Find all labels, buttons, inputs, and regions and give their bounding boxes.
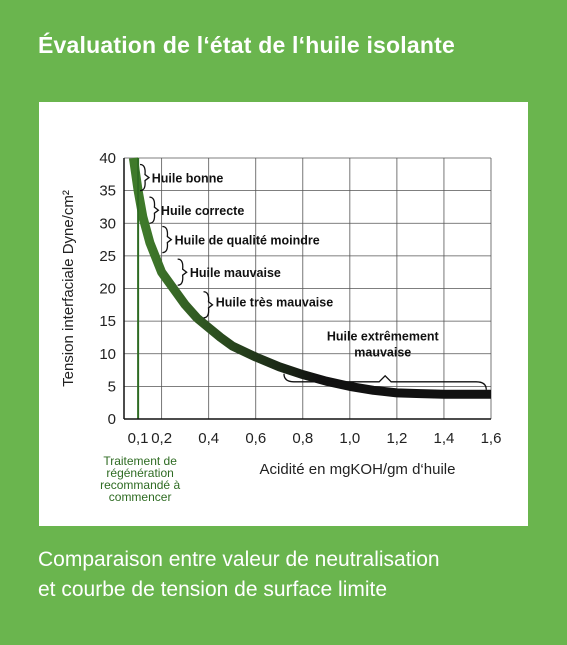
annotation-brace xyxy=(203,291,214,319)
x-tick-label: 0,2 xyxy=(151,430,172,447)
page-title: Évaluation de l‘état de l‘huile isolante xyxy=(38,32,455,58)
y-tick-label: 5 xyxy=(108,378,116,395)
y-tick-label: 0 xyxy=(108,411,116,428)
y-tick-label: 30 xyxy=(99,215,116,232)
annotation-label: Huile extrêmement xyxy=(327,330,440,344)
y-axis-label: Tension interfaciale Dyne/cm² xyxy=(60,190,77,387)
x-tick-label: 0,8 xyxy=(292,430,313,447)
annotation-label: Huile de qualité moindre xyxy=(175,234,320,248)
annotation-brace-wide xyxy=(283,373,487,390)
annotation-brace xyxy=(177,258,188,286)
x-axis-label: Acidité en mgKOH/gm d‘huile xyxy=(260,461,456,478)
annotation-label: Huile mauvaise xyxy=(190,266,281,280)
curve-series xyxy=(128,157,491,399)
threshold-label-line: recommandé à xyxy=(100,478,180,492)
curve-line xyxy=(128,157,491,399)
y-tick-label: 40 xyxy=(99,150,116,167)
annotation-label: mauvaise xyxy=(354,346,411,360)
annotation-label: Huile bonne xyxy=(152,172,224,186)
x-tick-labels: 0,1 0,2 0,4 0,6 0,8 1,0 1,2 1,4 1,6 xyxy=(128,430,502,447)
y-tick-label: 35 xyxy=(99,183,116,200)
plot-frame xyxy=(123,158,491,420)
annotation-brace xyxy=(139,163,151,192)
y-tick-labels: 0 5 10 15 20 25 30 35 40 xyxy=(99,150,116,428)
chart-panel: Traitement de régénération recommandé à com… xyxy=(39,102,528,526)
x-tick-label: 1,0 xyxy=(339,430,360,447)
y-tick-label: 15 xyxy=(99,313,116,330)
x-tick-label: 1,2 xyxy=(386,430,407,447)
caption-line-1: Comparaison entre valeur de neutralisati… xyxy=(38,548,440,571)
x-tick-label: 0,6 xyxy=(245,430,266,447)
threshold-label-line: commencer xyxy=(109,490,172,504)
annotation-brace xyxy=(162,225,173,254)
annotations: Huile bonne Huile correcte Huile de qualit… xyxy=(139,163,487,390)
caption-line-2: et courbe de tension de surface limite xyxy=(38,578,388,601)
x-tick-label: 0,4 xyxy=(198,430,219,447)
axis-labels: Acidité en mgKOH/gm d‘huile Tension inter… xyxy=(60,190,455,478)
chart-caption: Comparaison entre valeur de neutralisati… xyxy=(38,545,440,605)
x-tick-label: 0,1 xyxy=(128,430,149,447)
x-tick-label: 1,4 xyxy=(434,430,455,447)
annotation-label: Huile correcte xyxy=(161,204,244,218)
y-tick-label: 20 xyxy=(99,281,116,298)
threshold-label-line: régénération xyxy=(106,466,173,480)
threshold-label-line: Traitement de xyxy=(103,454,177,468)
annotation-label: Huile très mauvaise xyxy=(216,296,333,310)
annotation-brace xyxy=(149,196,160,224)
x-tick-label: 1,6 xyxy=(481,430,502,447)
y-tick-label: 10 xyxy=(99,346,116,363)
y-tick-label: 25 xyxy=(99,248,116,265)
